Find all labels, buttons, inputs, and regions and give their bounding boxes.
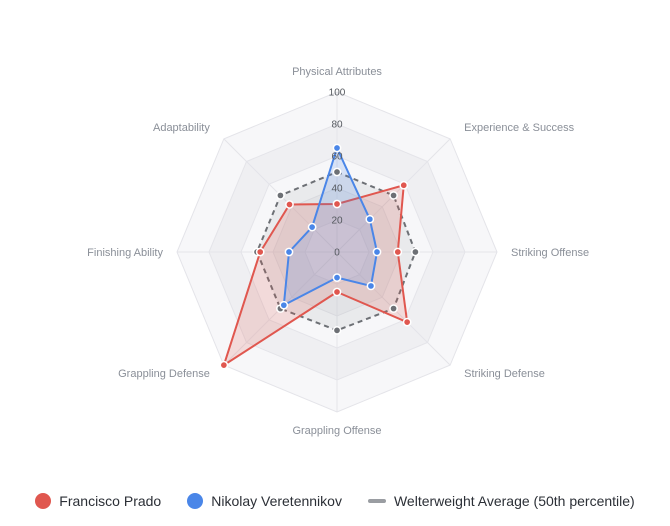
tick-label-60: 60	[331, 152, 343, 163]
point-francisco-prado-physical-attributes[interactable]	[332, 199, 342, 209]
legend-swatch-nikolay-veretennikov	[187, 493, 204, 509]
point-welterweight-average-50th-percentile-grappling-offense[interactable]	[332, 326, 342, 335]
radar-tick-labels: 0 20 40 60 80 100	[329, 88, 346, 259]
axis-label-physical-attributes: Physical Attributes	[292, 66, 382, 78]
tick-label-20: 20	[331, 216, 343, 227]
chart-legend: Francisco Prado Nikolay Veretennikov Wel…	[0, 486, 670, 516]
axis-label-adaptability: Adaptability	[153, 122, 210, 134]
legend-label-nikolay-veretennikov: Nikolay Veretennikov	[211, 493, 342, 509]
point-welterweight-average-50th-percentile-adaptability[interactable]	[276, 191, 285, 200]
axis-label-striking-offense: Striking Offense	[511, 247, 589, 259]
point-nikolay-veretennikov-experience-success[interactable]	[365, 214, 375, 224]
point-francisco-prado-adaptability[interactable]	[285, 200, 294, 209]
axis-label-striking-defense: Striking Defense	[464, 368, 545, 380]
legend-item-francisco-prado[interactable]: Francisco Prado	[35, 493, 161, 509]
legend-label-welterweight-average: Welterweight Average (50th percentile)	[393, 493, 635, 509]
point-nikolay-veretennikov-finishing-ability[interactable]	[284, 247, 294, 257]
point-francisco-prado-grappling-defense[interactable]	[219, 360, 229, 370]
point-nikolay-veretennikov-striking-offense[interactable]	[372, 247, 382, 257]
point-welterweight-average-50th-percentile-striking-defense[interactable]	[389, 304, 398, 313]
legend-swatch-welterweight-average	[367, 499, 386, 503]
point-nikolay-veretennikov-grappling-offense[interactable]	[332, 273, 342, 282]
point-nikolay-veretennikov-grappling-defense[interactable]	[279, 300, 289, 310]
tick-label-80: 80	[331, 120, 343, 131]
axis-label-grappling-defense: Grappling Defense	[118, 368, 210, 380]
point-francisco-prado-striking-defense[interactable]	[402, 317, 412, 327]
radar-chart: 0 20 40 60 80 100 Physical Attributes Experien…	[87, 66, 589, 437]
point-francisco-prado-striking-offense[interactable]	[393, 247, 403, 257]
point-welterweight-average-50th-percentile-physical-attributes[interactable]	[332, 167, 342, 177]
radar-series	[219, 143, 420, 370]
point-welterweight-average-50th-percentile-striking-offense[interactable]	[411, 247, 420, 257]
axis-label-experience-success: Experience & Success	[464, 122, 575, 134]
point-nikolay-veretennikov-physical-attributes[interactable]	[332, 143, 342, 153]
radar-axis-labels: Physical Attributes Experience & Success S…	[87, 66, 589, 437]
axis-label-finishing-ability: Finishing Ability	[87, 247, 163, 259]
legend-item-welterweight-average[interactable]: Welterweight Average (50th percentile)	[367, 493, 635, 509]
legend-swatch-francisco-prado	[35, 493, 52, 509]
legend-label-francisco-prado: Francisco Prado	[59, 493, 162, 509]
axis-label-grappling-offense: Grappling Offense	[292, 425, 381, 437]
point-francisco-prado-grappling-offense[interactable]	[332, 287, 342, 297]
point-francisco-prado-experience-success[interactable]	[399, 180, 409, 190]
point-francisco-prado-finishing-ability[interactable]	[255, 247, 265, 257]
point-nikolay-veretennikov-adaptability[interactable]	[307, 222, 317, 232]
point-nikolay-veretennikov-striking-defense[interactable]	[366, 281, 376, 291]
tick-label-100: 100	[329, 88, 346, 99]
tick-label-0: 0	[334, 248, 340, 259]
legend-item-nikolay-veretennikov[interactable]: Nikolay Veretennikov	[187, 493, 342, 509]
tick-label-40: 40	[331, 184, 343, 195]
point-welterweight-average-50th-percentile-experience-success[interactable]	[389, 191, 398, 200]
